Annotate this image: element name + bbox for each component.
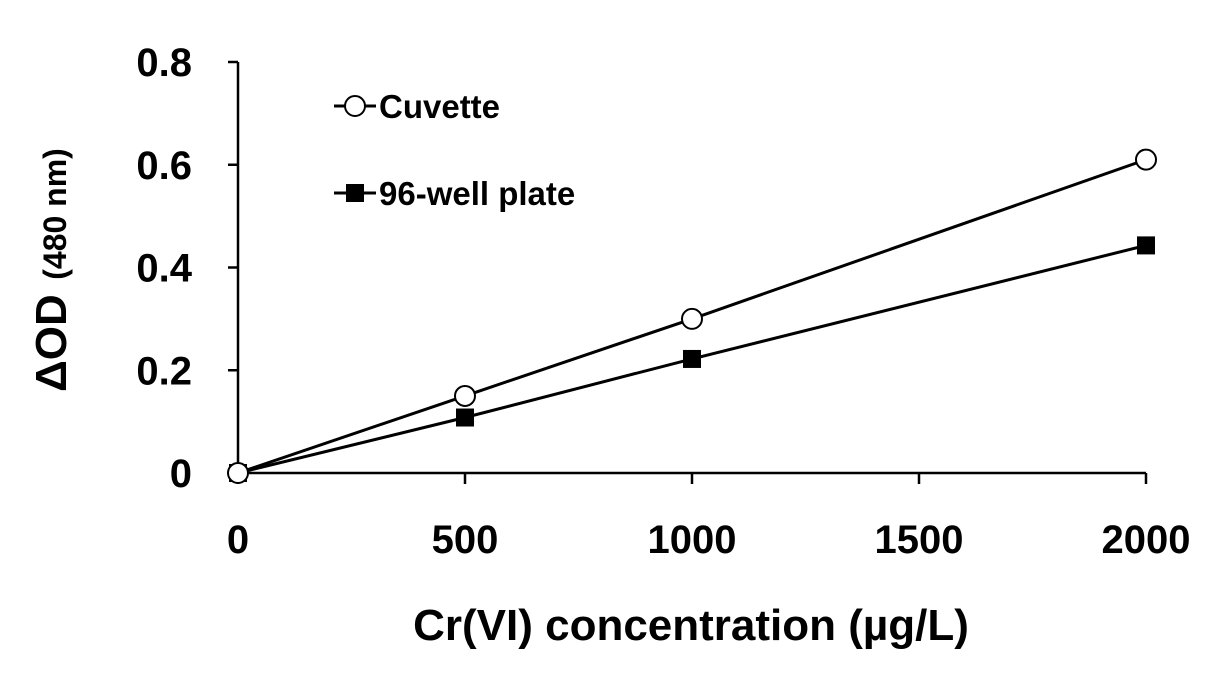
series-1-point [454,384,476,407]
x-tick-label: 2000 [1102,518,1191,562]
axes [236,62,1146,475]
series-1-point [227,462,249,484]
legend-marker-1 [344,95,366,117]
x-axis-title: Cr(VI) concentration (µg/L) [413,601,969,650]
y-tick-label: 0.8 [136,41,192,85]
series-2-point [456,408,474,427]
x-tick-label: 500 [432,518,499,562]
series-1-point [1135,148,1157,171]
y-axis-title-sub: (480 nm) [37,148,73,280]
y-axis-title-main: ΔOD [27,294,76,392]
series-line-2 [237,243,1147,475]
x-tick-label: 1500 [875,518,964,562]
series-2-point [683,349,701,368]
y-tick-label: 0 [170,452,192,496]
x-tick-label: 0 [227,518,249,562]
x-tick-label: 1000 [648,518,737,562]
legend-marker-2 [346,184,364,202]
series-lines [237,158,1147,475]
y-tick-label: 0.4 [136,247,192,291]
y-tick-label: 0.6 [136,144,192,188]
ticks: 0 0.2 0.4 0.6 0.8 0 500 1000 1500 2000 [136,41,1190,562]
legend-label-1: Cuvette [379,88,500,125]
series-markers [227,148,1157,484]
legend-label-2: 96-well plate [379,175,575,212]
y-tick-label: 0.2 [136,349,192,393]
y-axis-title: ΔOD (480 nm) [27,148,76,392]
series-line-1 [237,158,1147,475]
series-1-point [681,307,703,330]
series-2-point [1137,236,1155,255]
legend: Cuvette 96-well plate [334,88,575,212]
